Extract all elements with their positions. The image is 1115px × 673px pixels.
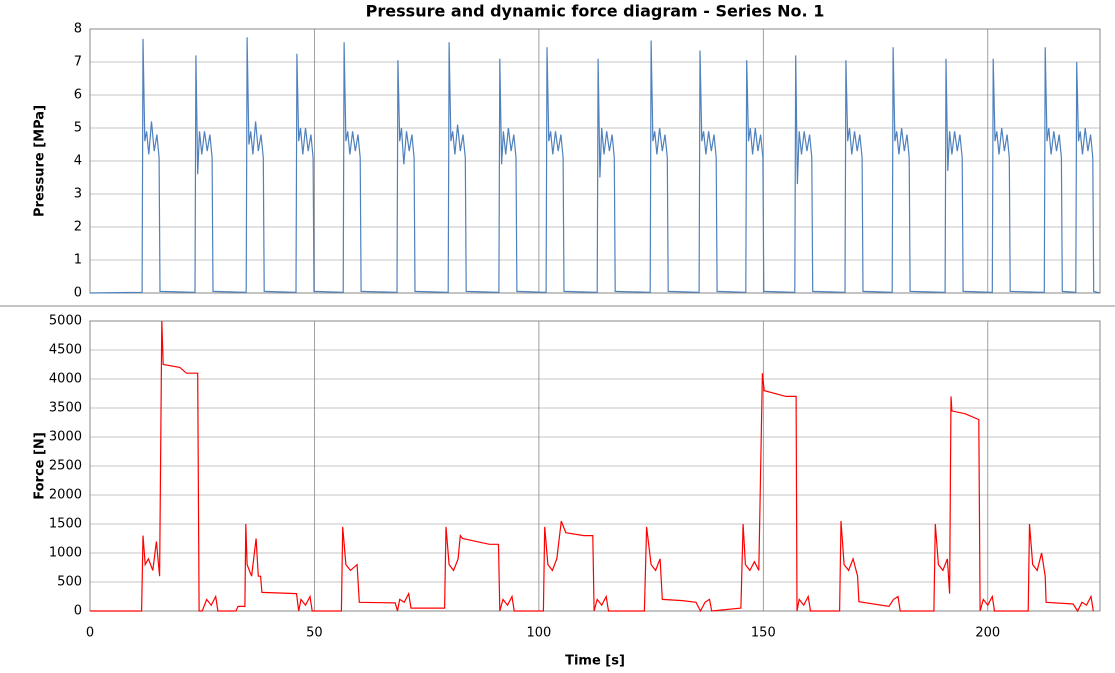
y-tick-label: 2000 bbox=[49, 488, 82, 503]
y-tick-label: 2500 bbox=[49, 459, 82, 474]
plot-frame bbox=[89, 28, 1101, 294]
data-line bbox=[90, 320, 1094, 613]
y-tick-label: 0 bbox=[74, 604, 82, 619]
x-tick-label: 200 bbox=[975, 626, 1000, 641]
y-tick-label: 7 bbox=[74, 55, 82, 70]
x-tick-label: 50 bbox=[306, 626, 323, 641]
y-axis-label: Pressure [MPa] bbox=[33, 105, 48, 217]
y-tick-label: 4 bbox=[74, 154, 82, 169]
y-tick-label: 1000 bbox=[49, 546, 82, 561]
y-tick-label: 500 bbox=[57, 575, 82, 590]
y-tick-label: 8 bbox=[74, 22, 82, 37]
x-tick-label: 100 bbox=[526, 626, 551, 641]
x-tick-label: 0 bbox=[86, 626, 94, 641]
chart-title: Pressure and dynamic force diagram - Ser… bbox=[366, 2, 825, 21]
y-tick-label: 1 bbox=[74, 253, 82, 268]
y-tick-label: 4500 bbox=[49, 343, 82, 358]
y-tick-label: 3500 bbox=[49, 401, 82, 416]
y-tick-label: 2 bbox=[74, 220, 82, 235]
y-tick-label: 3000 bbox=[49, 430, 82, 445]
x-tick-label: 150 bbox=[751, 626, 776, 641]
y-tick-label: 3 bbox=[74, 187, 82, 202]
y-tick-label: 5000 bbox=[49, 314, 82, 329]
y-tick-label: 4000 bbox=[49, 372, 82, 387]
x-axis-label: Time [s] bbox=[565, 654, 625, 669]
y-tick-label: 6 bbox=[74, 88, 82, 103]
y-axis-label: Force [N] bbox=[33, 432, 48, 500]
y-tick-label: 0 bbox=[74, 286, 82, 301]
y-tick-label: 1500 bbox=[49, 517, 82, 532]
plot-frame bbox=[89, 320, 1101, 612]
data-line bbox=[89, 37, 1101, 294]
y-tick-label: 5 bbox=[74, 121, 82, 136]
